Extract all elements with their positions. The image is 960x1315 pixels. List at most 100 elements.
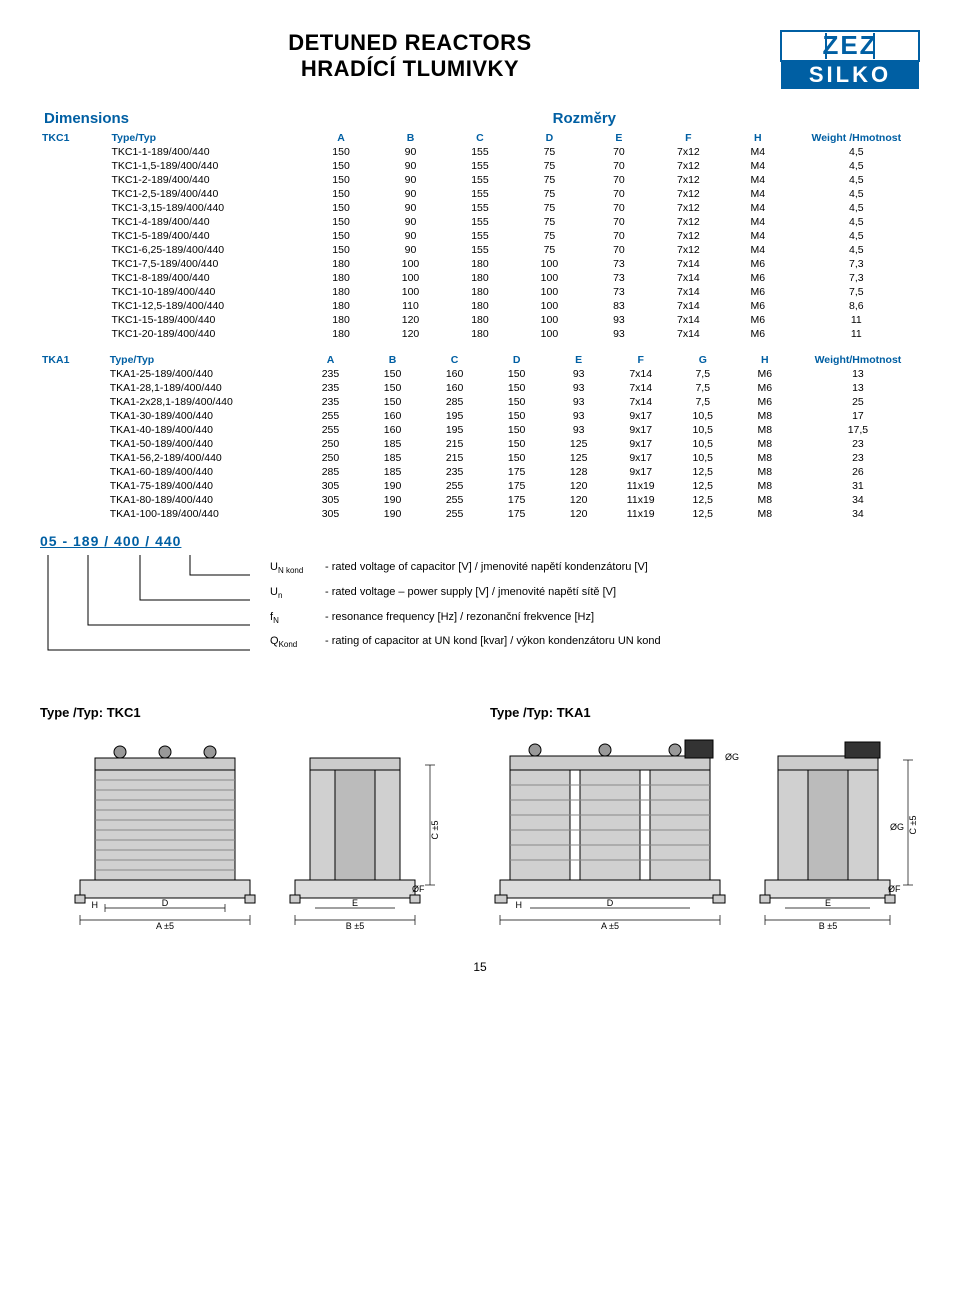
cell: 34 [796,507,920,521]
cell: 12,5 [672,507,734,521]
cell: 70 [584,145,653,159]
code-block: 05 - 189 / 400 / 440 UN kond- rated volt… [40,533,920,675]
table-row: TKC1-6,25-189/400/4401509015575707x12M44… [40,243,920,257]
cell: 11 [793,313,920,327]
cell: 185 [362,465,424,479]
cell: 235 [424,465,486,479]
col-header: Weight/Hmotnost [796,353,920,367]
cell: 75 [515,201,584,215]
cell: 235 [299,381,361,395]
cell: 150 [486,437,548,451]
cell: 175 [486,465,548,479]
cell: 250 [299,437,361,451]
cell: 93 [548,423,610,437]
cell: 7x14 [654,313,723,327]
dim-A: A ±5 [156,921,174,930]
cell: 4,5 [793,215,920,229]
tkc1-table: TKC1Type/TypABCDEFHWeight /HmotnostTKC1-… [40,131,920,341]
cell: TKC1-7,5-189/400/440 [109,257,306,271]
tka1-side-view: C ±5 B ±5 E ØF ØG [750,730,920,930]
cell: 150 [306,243,375,257]
cell: 180 [445,299,514,313]
legend-sym: QKond [270,629,315,654]
cell: 4,5 [793,243,920,257]
dimensions-row: Dimensions Rozměry [40,110,920,127]
cell: 215 [424,437,486,451]
cell: 155 [445,215,514,229]
cell: 34 [796,493,920,507]
cell: 90 [376,173,445,187]
cell: 120 [548,507,610,521]
cell: 10,5 [672,423,734,437]
cell: 180 [306,285,375,299]
cell: M4 [723,243,792,257]
cell: M8 [734,451,796,465]
cell: 255 [424,507,486,521]
cell: 195 [424,409,486,423]
cell: 100 [376,285,445,299]
cell: 305 [299,479,361,493]
cell: 175 [486,493,548,507]
cell: 93 [548,381,610,395]
cell: 150 [486,451,548,465]
table-row: TKA1-100-189/400/44030519025517512011x19… [40,507,920,521]
cell: 75 [515,145,584,159]
cell: 100 [515,327,584,341]
table-row: TKC1-20-189/400/440180120180100937x14M61… [40,327,920,341]
cell: M8 [734,423,796,437]
cell: 250 [299,451,361,465]
table-row: TKC1-2,5-189/400/4401509015575707x12M44,… [40,187,920,201]
col-header: Type/Typ [108,353,300,367]
cell: TKC1-10-189/400/440 [109,285,306,299]
cell: 180 [306,257,375,271]
table-row: TKA1-80-189/400/44030519025517512011x191… [40,493,920,507]
cell: M6 [723,271,792,285]
cell: 7,3 [793,271,920,285]
cell: 26 [796,465,920,479]
cell: 305 [299,493,361,507]
table-row: TKC1-12,5-189/400/440180110180100837x14M… [40,299,920,313]
cell: 75 [515,243,584,257]
cell: M6 [723,313,792,327]
cell: 93 [584,327,653,341]
cell: TKA1-25-189/400/440 [108,367,300,381]
cell: 7,5 [793,285,920,299]
table-row: TKA1-50-189/400/4402501852151501259x1710… [40,437,920,451]
cell: 8,6 [793,299,920,313]
page-number: 15 [40,960,920,974]
cell: 7x14 [610,381,672,395]
table-row: TKC1-7,5-189/400/440180100180100737x14M6… [40,257,920,271]
cell: 7x12 [654,187,723,201]
cell: M4 [723,159,792,173]
cell: 7x12 [654,201,723,215]
col-header: B [376,131,445,145]
col-header: C [445,131,514,145]
col-header: A [299,353,361,367]
cell: M6 [723,299,792,313]
cell: 9x17 [610,409,672,423]
title-line2: HRADÍCÍ TLUMIVKY [40,56,780,82]
cell: 4,5 [793,173,920,187]
cell: TKC1-15-189/400/440 [109,313,306,327]
dim-G: ØG [890,822,904,832]
cell: 100 [515,271,584,285]
tkc1-side-view: C ±5 B ±5 E ØF [280,730,440,930]
cell: 160 [362,423,424,437]
tkc1-front-view: A ±5 D H [70,730,270,930]
drawings-section: Type /Typ: TKC1 [40,705,920,930]
dim-E: E [825,898,831,908]
cell: 7x12 [654,243,723,257]
cell: 9x17 [610,423,672,437]
dim-C: C ±5 [430,821,440,840]
dim-D: D [162,898,169,908]
cell: 100 [515,257,584,271]
table-row: TKC1-5-189/400/4401509015575707x12M44,5 [40,229,920,243]
cell: M6 [734,395,796,409]
cell: TKA1-28,1-189/400/440 [108,381,300,395]
cell: 70 [584,201,653,215]
cell: TKC1-20-189/400/440 [109,327,306,341]
cell: 255 [299,423,361,437]
cell: 7x14 [654,285,723,299]
cell: 4,5 [793,187,920,201]
cell: 150 [362,395,424,409]
